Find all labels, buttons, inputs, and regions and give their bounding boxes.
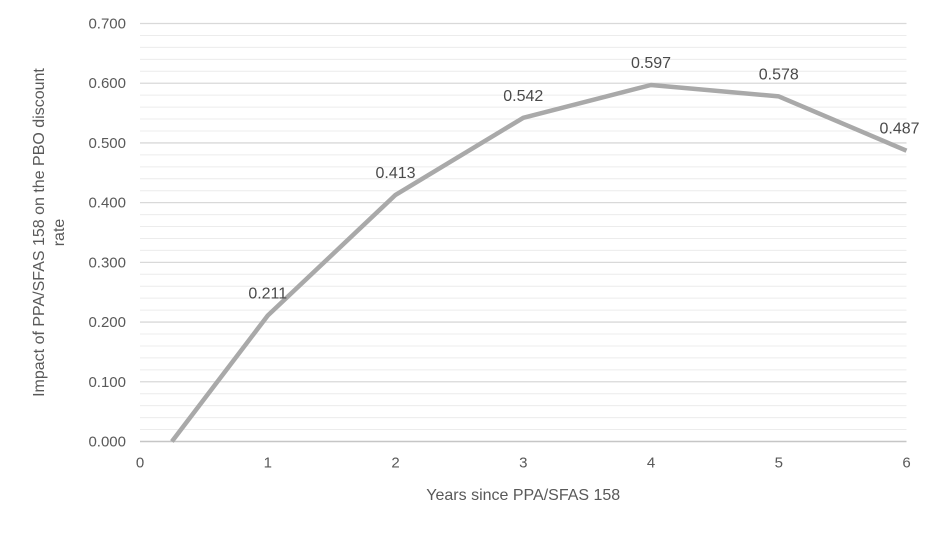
y-axis-tick-labels: 0.000 0.100 0.200 0.300 0.400 0.500 0.600 0.700 [88, 16, 126, 451]
y-axis-title-line: Impact of PPA/SFAS 158 on the PBO discou… [31, 68, 48, 397]
x-tick-label: 0 [136, 455, 144, 472]
minor-gridlines [140, 34, 907, 431]
data-label: 0.597 [631, 55, 671, 72]
x-tick-label: 5 [775, 455, 783, 472]
data-label: 0.211 [248, 286, 287, 303]
data-label: 0.542 [503, 88, 543, 105]
x-axis-title: Years since PPA/SFAS 158 [426, 487, 620, 504]
y-tick-label: 0.700 [88, 16, 126, 33]
y-axis-title-line: rate [51, 219, 68, 247]
x-tick-label: 4 [647, 455, 655, 472]
series-line [170, 82, 908, 443]
x-tick-label: 2 [391, 455, 399, 472]
x-axis-tick-labels: 0 1 2 3 4 5 6 [136, 455, 911, 472]
x-tick-label: 6 [902, 455, 910, 472]
data-label: 0.578 [759, 66, 799, 83]
x-tick-label: 1 [264, 455, 272, 472]
y-tick-label: 0.200 [88, 314, 126, 331]
major-gridlines [140, 22, 907, 383]
y-tick-label: 0.100 [88, 374, 126, 391]
y-tick-label: 0.300 [88, 254, 126, 271]
y-tick-label: 0.400 [88, 195, 126, 212]
y-tick-label: 0.000 [88, 434, 126, 451]
x-tick-label: 3 [519, 455, 527, 472]
data-labels: 0.211 0.413 0.542 0.597 0.578 0.487 [248, 55, 919, 302]
data-label: 0.487 [879, 121, 919, 138]
y-tick-label: 0.500 [88, 135, 126, 152]
data-label: 0.413 [375, 165, 415, 182]
y-tick-label: 0.600 [88, 75, 126, 92]
